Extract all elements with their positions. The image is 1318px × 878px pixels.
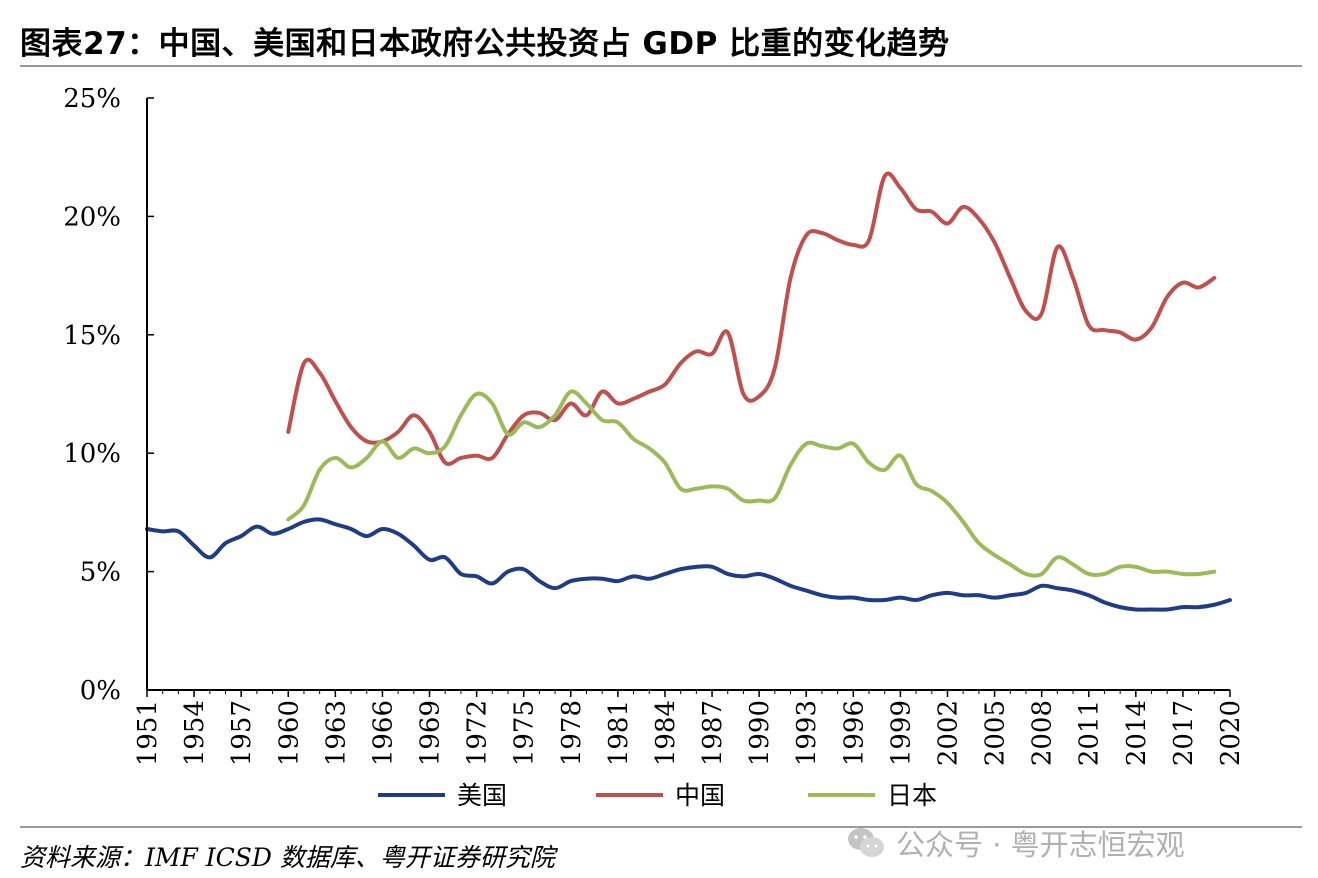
watermark-text: 公众号 · 粤开志恒宏观 <box>896 828 1185 862</box>
x-tick-label: 1969 <box>416 700 446 766</box>
x-tick-label: 1954 <box>180 700 210 766</box>
x-tick-label: 1972 <box>463 700 493 766</box>
series-line-us <box>145 517 1232 612</box>
legend-label-cn: 中国 <box>675 781 725 810</box>
x-tick-label: 1981 <box>604 700 634 766</box>
source-note: 资料来源：IMF ICSD 数据库、粤开证券研究院 <box>20 843 555 872</box>
y-tick-label: 20% <box>63 202 121 232</box>
watermark: 公众号 · 粤开志恒宏观 <box>846 822 1185 864</box>
x-tick-label: 1960 <box>274 700 304 766</box>
wechat-icon <box>848 828 884 857</box>
y-tick-label: 15% <box>63 321 121 351</box>
x-tick-label: 1966 <box>368 700 398 766</box>
x-tick-label: 2002 <box>933 700 963 766</box>
legend: 美国 中国 日本 <box>378 781 937 810</box>
x-tick-label: 2014 <box>1122 700 1152 766</box>
x-tick-label: 1999 <box>886 700 916 766</box>
series-line-jp <box>286 389 1217 578</box>
legend-label-us: 美国 <box>457 781 507 810</box>
y-tick-label: 5% <box>80 558 121 588</box>
y-tick-label: 25% <box>63 84 121 114</box>
x-tick-label: 2011 <box>1075 700 1105 766</box>
y-tick-label: 10% <box>63 439 121 469</box>
axes-layer: 0% 5% 10% 15% 20% 25% 1951 1954 1957 1960 1963 1966… <box>63 84 1246 766</box>
x-tick-label: 2020 <box>1216 700 1246 766</box>
series-line-cn <box>286 171 1217 466</box>
series-layer <box>145 171 1232 612</box>
x-tick-label: 1984 <box>651 700 681 766</box>
legend-label-jp: 日本 <box>887 781 937 810</box>
x-tick-label: 1990 <box>745 700 775 766</box>
x-tick-label: 1975 <box>510 700 540 766</box>
y-tick-label: 0% <box>80 676 121 706</box>
x-tick-label: 2008 <box>1028 700 1058 766</box>
x-tick-label: 2005 <box>981 700 1011 766</box>
line-chart: 0% 5% 10% 15% 20% 25% 1951 1954 1957 1960 1963 1966… <box>63 84 1246 810</box>
x-tick-label: 1987 <box>698 700 728 766</box>
x-tick-label: 1996 <box>839 700 869 766</box>
x-tick-label: 1963 <box>321 700 351 766</box>
title-divider <box>20 65 1302 67</box>
x-tick-label: 1957 <box>227 700 257 766</box>
source-divider <box>20 826 1302 828</box>
x-tick-label: 1978 <box>557 700 587 766</box>
x-tick-label: 2017 <box>1169 700 1199 766</box>
x-tick-label: 1993 <box>792 700 822 766</box>
x-tick-label: 1951 <box>133 700 163 766</box>
chart-title: 图表27：中国、美国和日本政府公共投资占 GDP 比重的变化趋势 <box>20 26 950 62</box>
